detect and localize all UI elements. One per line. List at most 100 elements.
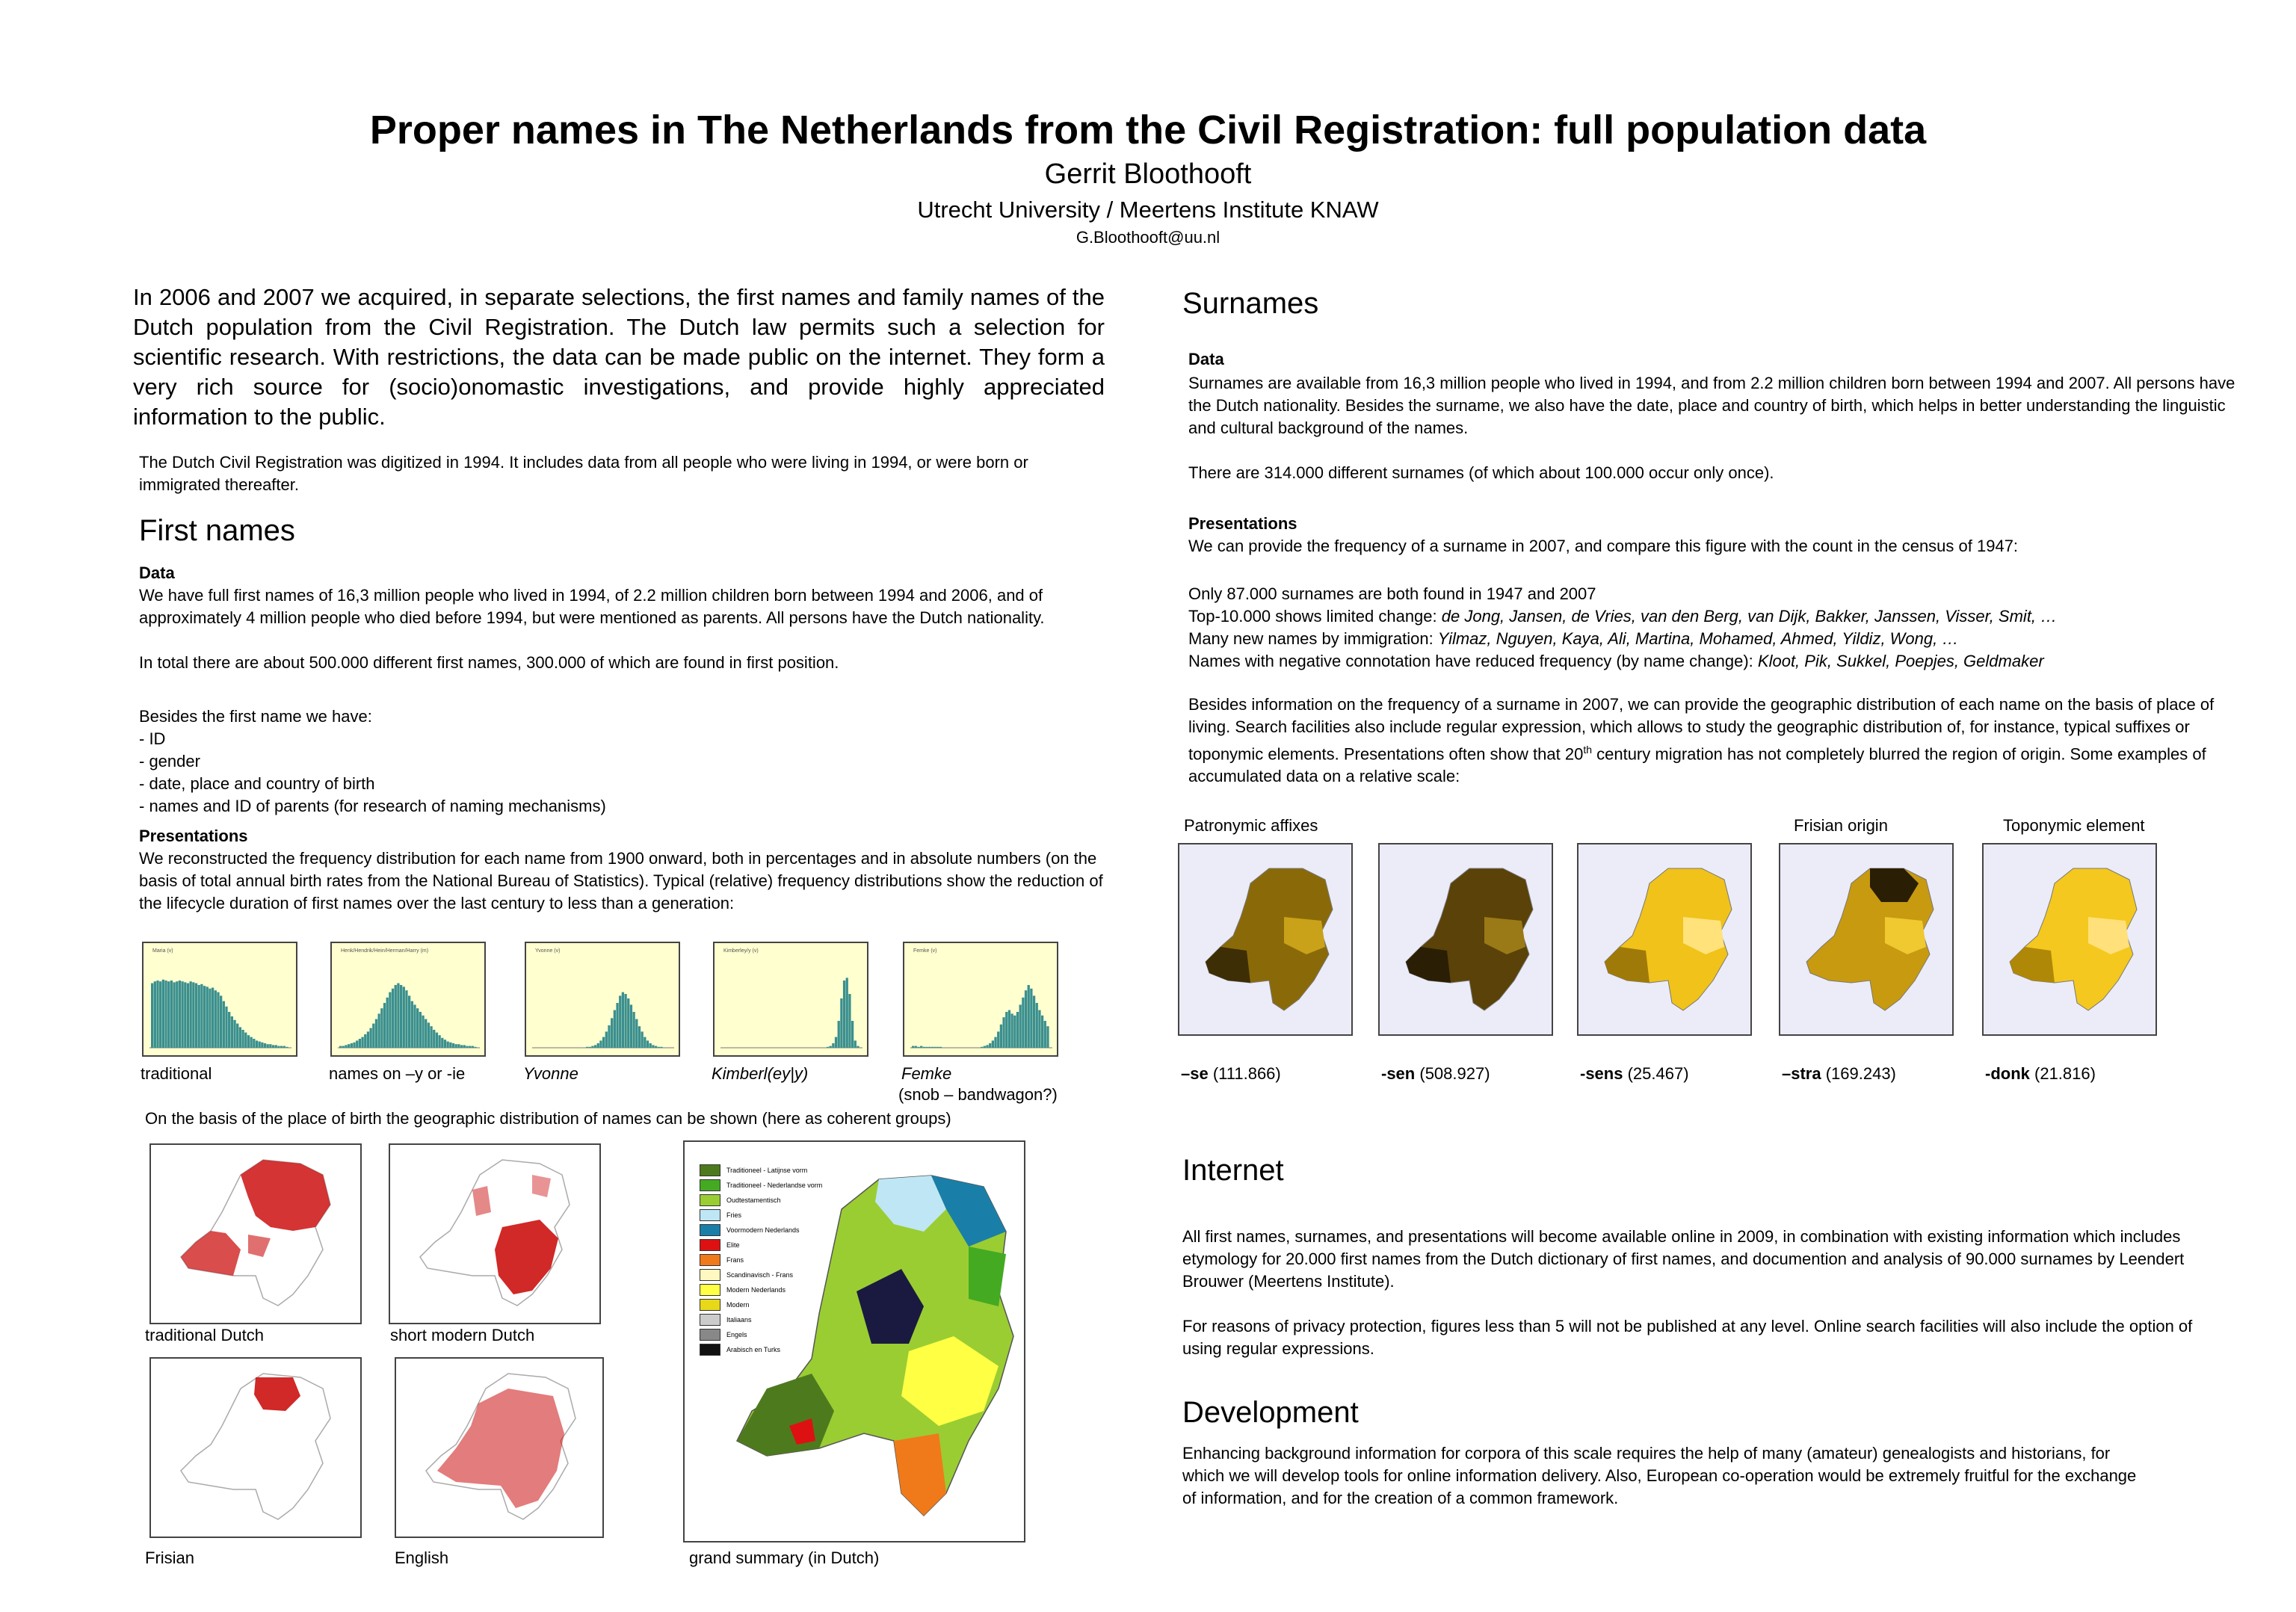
histogram-bar — [425, 1019, 428, 1048]
histogram-bar — [410, 1001, 413, 1048]
map-caption: traditional Dutch — [145, 1326, 264, 1344]
histogram-bar — [151, 983, 154, 1048]
histogram-svg: Henk/Hendrik/Hein/Herman/Harry (m) — [338, 948, 480, 1049]
histogram-bar — [269, 1044, 272, 1048]
light-region — [1484, 917, 1525, 954]
first-names-data-heading: Data — [139, 563, 175, 582]
histogram-label: Maria (v) — [152, 948, 173, 954]
suffix: -donk — [1985, 1064, 2030, 1083]
surname-map — [1577, 843, 1752, 1036]
legend-label: Traditioneel - Latijnse vorm — [726, 1167, 808, 1174]
legend-item: Arabisch en Turks — [700, 1342, 822, 1357]
histogram-bar — [917, 1046, 920, 1048]
legend-swatch — [700, 1344, 720, 1356]
histogram-bar — [192, 982, 195, 1048]
histogram-bar — [164, 981, 167, 1048]
legend-item: Traditioneel - Nederlandse vorm — [700, 1178, 822, 1193]
histogram-bar — [419, 1012, 422, 1048]
histogram-bar — [253, 1039, 256, 1048]
histogram-caption: Yvonne — [523, 1064, 578, 1083]
author-name: Gerrit Bloothooft — [1044, 158, 1252, 190]
histogram-bar — [624, 994, 627, 1048]
histogram-bar — [834, 1037, 838, 1048]
map-traditional-dutch — [149, 1143, 362, 1324]
histogram-bar — [994, 1037, 997, 1048]
histogram-bar — [339, 1046, 342, 1048]
histogram-label: Femke (v) — [913, 948, 937, 954]
histogram-bar — [644, 1037, 646, 1048]
histogram-bar — [197, 985, 200, 1048]
concentration-region — [1206, 947, 1250, 983]
surname-map-svg — [1205, 868, 1333, 1011]
surname-map-caption: –stra (169.243) — [1782, 1063, 1896, 1085]
histogram-bar — [1019, 1004, 1022, 1048]
histogram-bar — [178, 981, 182, 1048]
map-grand-summary-svg — [735, 1175, 1014, 1517]
histogram-bar — [353, 1042, 356, 1048]
light-region — [1284, 917, 1325, 954]
histogram-bar — [627, 998, 630, 1048]
surnames-data-text: Surnames are available from 16,3 million… — [1188, 374, 2235, 482]
author-email: G.Bloothooft@uu.nl — [1076, 228, 1220, 247]
histogram-bar — [933, 1046, 936, 1048]
histogram-bar — [356, 1040, 359, 1048]
netherlands-outline — [1806, 868, 1934, 1011]
histogram-bar — [225, 1006, 228, 1048]
histogram-bar — [443, 1040, 447, 1048]
map-grand-summary: Traditioneel - Latijnse vorm Traditioneel… — [683, 1140, 1025, 1542]
histogram-bar — [654, 1046, 658, 1048]
legend-swatch — [700, 1299, 720, 1311]
histogram-bar — [435, 1032, 439, 1048]
histogram-bar — [377, 1013, 380, 1048]
histogram-bar — [986, 1045, 989, 1048]
histogram-bar — [222, 1001, 225, 1048]
surnames-negative-line: Names with negative connotation have red… — [1188, 650, 2265, 673]
legend-item: Modern — [700, 1297, 822, 1312]
map-english — [395, 1357, 604, 1538]
histogram-bar — [632, 1012, 635, 1048]
histogram-bar — [983, 1046, 986, 1048]
histogram-bar — [1005, 1012, 1008, 1048]
histogram-bar — [1040, 1015, 1044, 1048]
histogram-bar — [274, 1045, 277, 1048]
surname-map-svg — [1405, 868, 1534, 1011]
surname-map — [1982, 843, 2157, 1036]
histogram-bar — [1027, 985, 1030, 1048]
histogram-bar — [250, 1037, 253, 1048]
histogram-bar — [203, 986, 206, 1048]
top-prefix: Top-10.000 shows limited change: — [1188, 607, 1442, 626]
map-caption: Frisian — [145, 1548, 195, 1567]
surname-map-svg — [1604, 868, 1732, 1011]
histogram-bar — [991, 1040, 994, 1048]
histogram-bar — [214, 990, 217, 1048]
geo-distribution-text: On the basis of the place of birth the g… — [145, 1109, 951, 1128]
histogram-bar — [999, 1024, 1003, 1048]
histogram-bar — [1043, 1021, 1046, 1048]
immigration-prefix: Many new names by immigration: — [1188, 629, 1438, 648]
histogram-bar — [588, 1046, 591, 1048]
suffix-count: (21.816) — [2029, 1064, 2096, 1083]
histogram-bar — [646, 1040, 649, 1048]
legend-item: Frans — [700, 1253, 822, 1267]
histogram-bar — [1046, 1026, 1049, 1048]
histogram-bar — [159, 981, 162, 1048]
histogram-bar — [255, 1040, 259, 1048]
histogram-bar — [1007, 1010, 1011, 1048]
histogram-bar — [266, 1044, 269, 1048]
histogram-5: Femke (v) — [903, 942, 1058, 1057]
histogram-caption: Kimberl(ey|y) — [712, 1064, 809, 1083]
histogram-bar — [599, 1040, 602, 1048]
legend-swatch — [700, 1284, 720, 1296]
suffix-count: (25.467) — [1623, 1064, 1689, 1083]
histogram-bar — [263, 1043, 267, 1048]
histogram-bar — [474, 1046, 477, 1048]
map-english-svg — [425, 1373, 576, 1520]
histogram-bar — [413, 1004, 416, 1048]
light-region — [2088, 917, 2129, 954]
histogram-bar — [1002, 1017, 1005, 1048]
immigration-names: Yilmaz, Nguyen, Kaya, Ali, Martina, Moha… — [1437, 629, 1959, 648]
histogram-bar — [457, 1044, 460, 1048]
histogram-bar — [358, 1039, 362, 1048]
histogram-bar — [361, 1037, 364, 1048]
histogram-bar — [170, 981, 173, 1048]
